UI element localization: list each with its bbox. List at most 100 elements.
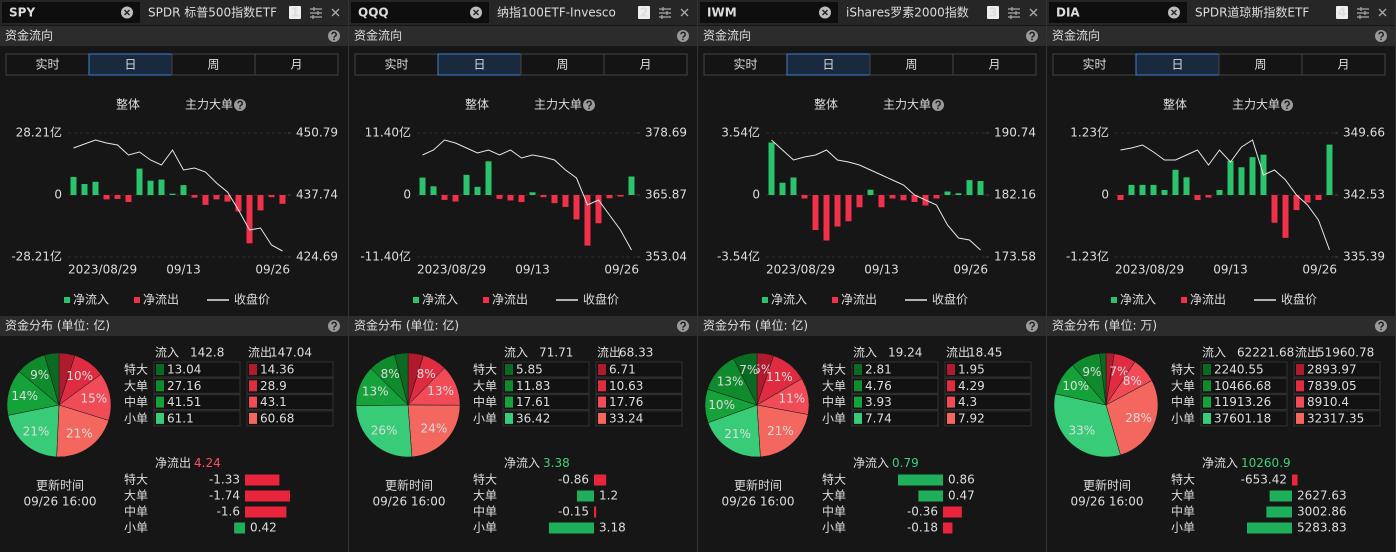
pie-slice bbox=[7, 404, 60, 458]
ticker-input[interactable] bbox=[2, 2, 140, 23]
tab-label[interactable]: 月 bbox=[1337, 58, 1349, 72]
help-circle bbox=[583, 99, 595, 111]
flow-bar bbox=[584, 195, 591, 246]
tab-label[interactable]: 日 bbox=[1171, 58, 1183, 72]
tab-label[interactable]: 周 bbox=[1254, 58, 1266, 72]
view-tab[interactable]: 主力大单 bbox=[1232, 98, 1280, 112]
y2-tick-label: 424.69 bbox=[296, 250, 338, 264]
clear-button[interactable] bbox=[819, 6, 831, 19]
update-label: 更新时间 bbox=[1083, 478, 1131, 493]
help-glyph bbox=[1029, 31, 1035, 38]
clear-button[interactable] bbox=[121, 6, 133, 19]
instrument-name: SPDR道琼斯指数ETF bbox=[1195, 5, 1309, 20]
tab-label[interactable]: 实时 bbox=[733, 57, 757, 72]
badge bbox=[987, 6, 999, 19]
view-tab[interactable]: 主力大单 bbox=[185, 98, 233, 112]
legend-label: 净流出 bbox=[492, 293, 528, 307]
price-line bbox=[1120, 139, 1330, 251]
view-tab[interactable]: 整体 bbox=[814, 97, 838, 112]
net-bar bbox=[898, 474, 943, 486]
help-icon[interactable] bbox=[1026, 320, 1038, 332]
close-icon[interactable] bbox=[1378, 8, 1387, 17]
inflow-value: 11.83 bbox=[516, 379, 550, 393]
inflow-marker bbox=[1203, 380, 1211, 392]
flow-bar bbox=[419, 177, 426, 195]
outflow-total: 18.45 bbox=[968, 346, 1002, 360]
help-icon[interactable] bbox=[1375, 30, 1387, 42]
help-icon[interactable] bbox=[328, 320, 340, 332]
row-label: 小单 bbox=[822, 521, 846, 535]
help-icon[interactable] bbox=[328, 30, 340, 42]
clear-button[interactable] bbox=[1168, 6, 1180, 19]
help-circle bbox=[328, 30, 340, 42]
view-tab[interactable]: 整体 bbox=[116, 97, 140, 112]
tab-label[interactable]: 日 bbox=[473, 58, 485, 72]
close-icon[interactable] bbox=[331, 8, 340, 17]
help-icon[interactable] bbox=[1375, 320, 1387, 332]
flow-bar bbox=[977, 180, 984, 195]
flow-bar bbox=[617, 195, 624, 197]
help-icon[interactable] bbox=[932, 99, 944, 111]
tab-label[interactable]: 周 bbox=[556, 58, 568, 72]
cell bbox=[153, 410, 241, 427]
net-bar bbox=[245, 490, 290, 502]
view-tab[interactable]: 整体 bbox=[465, 97, 489, 112]
row-label: 大单 bbox=[473, 379, 497, 393]
help-icon[interactable] bbox=[1026, 30, 1038, 42]
pie-label: 8% bbox=[417, 367, 436, 381]
tab-label[interactable]: 周 bbox=[905, 58, 917, 72]
tab-label[interactable]: 月 bbox=[639, 58, 651, 72]
net-bar bbox=[245, 474, 280, 486]
tab-label[interactable]: 实时 bbox=[35, 57, 59, 72]
pie-slice bbox=[756, 404, 809, 458]
tab-label[interactable]: 实时 bbox=[384, 57, 408, 72]
help-icon[interactable] bbox=[1281, 99, 1293, 111]
settings-icon[interactable] bbox=[1357, 7, 1369, 19]
inflow-marker bbox=[505, 380, 513, 392]
view-tab[interactable]: 主力大单 bbox=[534, 98, 582, 112]
help-circle bbox=[1375, 320, 1387, 332]
tab[interactable] bbox=[603, 53, 688, 76]
cell bbox=[153, 394, 241, 411]
y2-tick-label: 353.04 bbox=[645, 250, 687, 264]
section-header bbox=[349, 26, 697, 46]
tab-label[interactable]: 日 bbox=[822, 58, 834, 72]
tab-label[interactable]: 周 bbox=[207, 58, 219, 72]
ticker-input[interactable] bbox=[700, 2, 838, 23]
ticker-input[interactable] bbox=[351, 2, 489, 23]
net-value: 0.86 bbox=[948, 473, 975, 487]
help-icon[interactable] bbox=[234, 99, 246, 111]
view-tab[interactable]: 整体 bbox=[1163, 97, 1187, 112]
ticker-input[interactable] bbox=[1049, 2, 1187, 23]
clear-button[interactable] bbox=[470, 6, 482, 19]
help-dot bbox=[682, 328, 684, 331]
pie-label: 14% bbox=[11, 389, 38, 403]
settings-icon[interactable] bbox=[659, 7, 671, 19]
tab-label[interactable]: 实时 bbox=[1082, 57, 1106, 72]
update-label: 更新时间 bbox=[385, 478, 433, 493]
y-tick-label: -3.54亿 bbox=[717, 249, 760, 264]
close-icon[interactable] bbox=[1029, 8, 1038, 17]
inflow-value: 11913.26 bbox=[1214, 395, 1271, 409]
tab-label[interactable]: 日 bbox=[124, 58, 136, 72]
close-icon[interactable] bbox=[680, 8, 689, 17]
help-icon[interactable] bbox=[677, 320, 689, 332]
tab[interactable] bbox=[952, 53, 1037, 76]
settings-icon[interactable] bbox=[1008, 7, 1020, 19]
flow-bar bbox=[856, 195, 863, 208]
tab[interactable] bbox=[1301, 53, 1386, 76]
tab-label[interactable]: 月 bbox=[988, 58, 1000, 72]
settings-icon[interactable] bbox=[310, 7, 322, 19]
outflow-marker bbox=[1296, 396, 1304, 408]
tab[interactable] bbox=[254, 53, 339, 76]
tab-label[interactable]: 月 bbox=[290, 58, 302, 72]
y-tick-label: -28.21亿 bbox=[11, 249, 62, 264]
view-tab[interactable]: 主力大单 bbox=[883, 98, 931, 112]
help-icon[interactable] bbox=[583, 99, 595, 111]
flow-bar bbox=[1293, 195, 1300, 211]
outflow-value: 7.92 bbox=[958, 411, 985, 425]
net-label: 净流入 bbox=[1202, 456, 1238, 470]
help-icon[interactable] bbox=[677, 30, 689, 42]
